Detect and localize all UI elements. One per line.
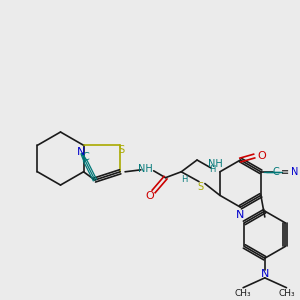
Text: O: O bbox=[145, 191, 154, 201]
Text: C: C bbox=[272, 167, 279, 177]
Text: N: N bbox=[291, 167, 298, 177]
Text: N: N bbox=[261, 269, 269, 279]
Text: C: C bbox=[83, 152, 89, 162]
Text: O: O bbox=[258, 151, 266, 161]
Text: ≡: ≡ bbox=[281, 167, 290, 177]
Text: CH₃: CH₃ bbox=[235, 289, 251, 298]
Text: NH: NH bbox=[138, 164, 153, 174]
Text: N: N bbox=[236, 210, 244, 220]
Text: CH₃: CH₃ bbox=[278, 289, 295, 298]
Text: H: H bbox=[209, 165, 215, 174]
Text: S: S bbox=[197, 182, 203, 191]
Text: H: H bbox=[181, 175, 188, 184]
Text: S: S bbox=[118, 145, 124, 155]
Text: NH: NH bbox=[208, 159, 222, 169]
Text: N: N bbox=[76, 147, 85, 157]
